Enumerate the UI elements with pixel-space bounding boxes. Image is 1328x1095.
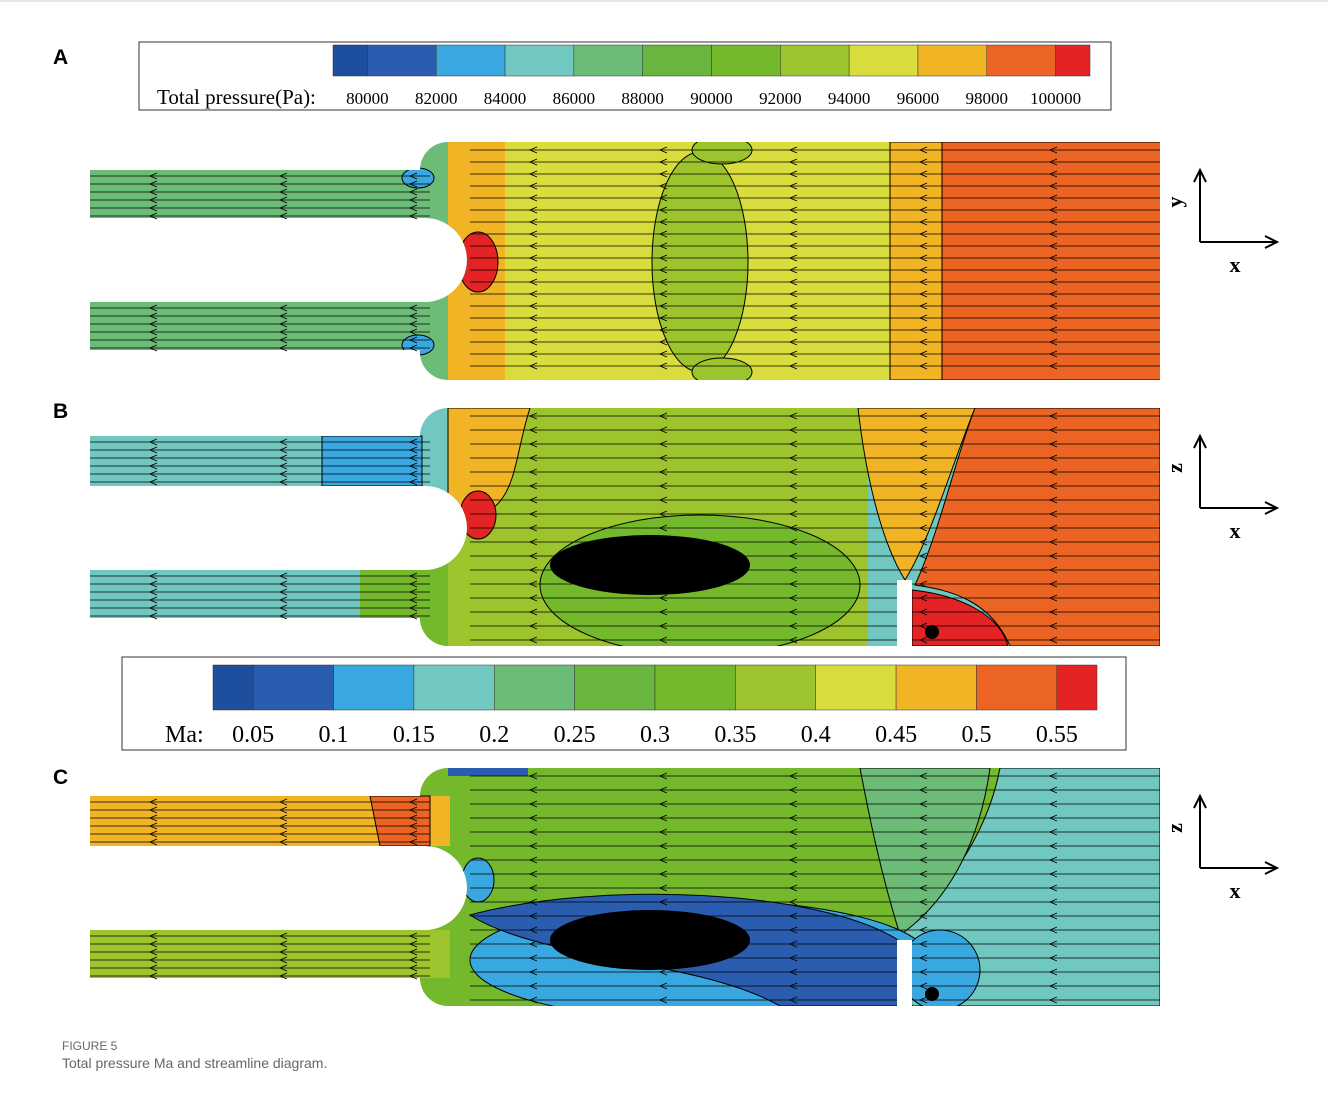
panel-label: C	[53, 766, 68, 789]
colorbar-tick-label: 82000	[415, 89, 458, 108]
colorbar-tick-label: 0.15	[393, 722, 435, 748]
color-segment	[1057, 665, 1097, 710]
slot-c	[897, 940, 912, 1008]
colorbar-tick-label: 94000	[828, 89, 871, 108]
color-segment	[505, 45, 574, 76]
color-segment	[333, 45, 367, 76]
panel-label: B	[53, 400, 68, 423]
colorbar-tick-label: 0.05	[232, 722, 274, 748]
color-segment	[896, 665, 976, 710]
caption-text: Total pressure Ma and streamline diagram…	[62, 1055, 327, 1071]
color-segment	[213, 665, 253, 710]
colorbar-tick-label: 0.4	[801, 722, 831, 748]
slot-b	[897, 580, 912, 648]
caption-label: FIGURE 5	[62, 1039, 118, 1053]
colorbar-tick-label: 100000	[1030, 89, 1081, 108]
colorbar-tick-label: 0.35	[714, 722, 756, 748]
colorbar-tick-label: 96000	[897, 89, 940, 108]
panel-label: A	[53, 46, 68, 69]
color-segment	[712, 45, 781, 76]
axis-arrows	[1194, 170, 1277, 248]
axis-label: y	[1162, 197, 1187, 208]
contour-field-b	[90, 408, 1160, 655]
vortex-c	[925, 987, 939, 1001]
color-segment	[574, 45, 643, 76]
colorbar-tick-label: 0.1	[319, 722, 349, 748]
axis-label: x	[1230, 878, 1241, 903]
axis-arrows	[1194, 436, 1277, 514]
color-segment	[918, 45, 987, 76]
colorbar-tick-label: 84000	[484, 89, 527, 108]
color-segment	[414, 665, 494, 710]
color-segment	[436, 45, 505, 76]
colorbar-tick-label: 86000	[553, 89, 596, 108]
colorbar-tick-label: 0.3	[640, 722, 670, 748]
contour-field-a	[90, 136, 1162, 386]
axis-label: x	[1230, 252, 1241, 277]
vortex-b	[925, 625, 939, 639]
color-segment	[780, 45, 849, 76]
color-segment	[816, 665, 896, 710]
axis-label: z	[1162, 463, 1187, 473]
color-segment	[1056, 45, 1090, 76]
color-segment	[849, 45, 918, 76]
colorbar-tick-label: 0.25	[554, 722, 596, 748]
colorbar-tick-label: 0.55	[1036, 722, 1078, 748]
color-segment	[976, 665, 1056, 710]
color-segment	[575, 665, 655, 710]
color-segment	[735, 665, 815, 710]
colorbar-tick-label: 0.5	[961, 722, 991, 748]
colorbar-tick-label: 92000	[759, 89, 802, 108]
colorbar-tick-label: 98000	[966, 89, 1009, 108]
color-segment	[334, 665, 414, 710]
colorbar-title: Total pressure(Pa):	[157, 85, 316, 109]
axis-label: z	[1162, 823, 1187, 833]
axis-arrows	[1194, 796, 1277, 874]
color-segment	[253, 665, 333, 710]
axis-label: x	[1230, 518, 1241, 543]
figure: Total pressure(Pa): Ma: A B C FIGURE 5 T…	[0, 0, 1328, 1095]
color-segment	[367, 45, 436, 76]
colorbar-tick-label: 0.2	[479, 722, 509, 748]
color-segment	[643, 45, 712, 76]
color-segment	[655, 665, 735, 710]
color-segment	[494, 665, 574, 710]
colorbar-tick-label: 0.45	[875, 722, 917, 748]
colorbar-title: Ma:	[165, 722, 204, 748]
colorbar-tick-label: 88000	[621, 89, 664, 108]
colorbar-tick-label: 90000	[690, 89, 733, 108]
color-segment	[987, 45, 1056, 76]
colorbar-tick-label: 80000	[346, 89, 389, 108]
contour-field-c	[90, 768, 1160, 1020]
